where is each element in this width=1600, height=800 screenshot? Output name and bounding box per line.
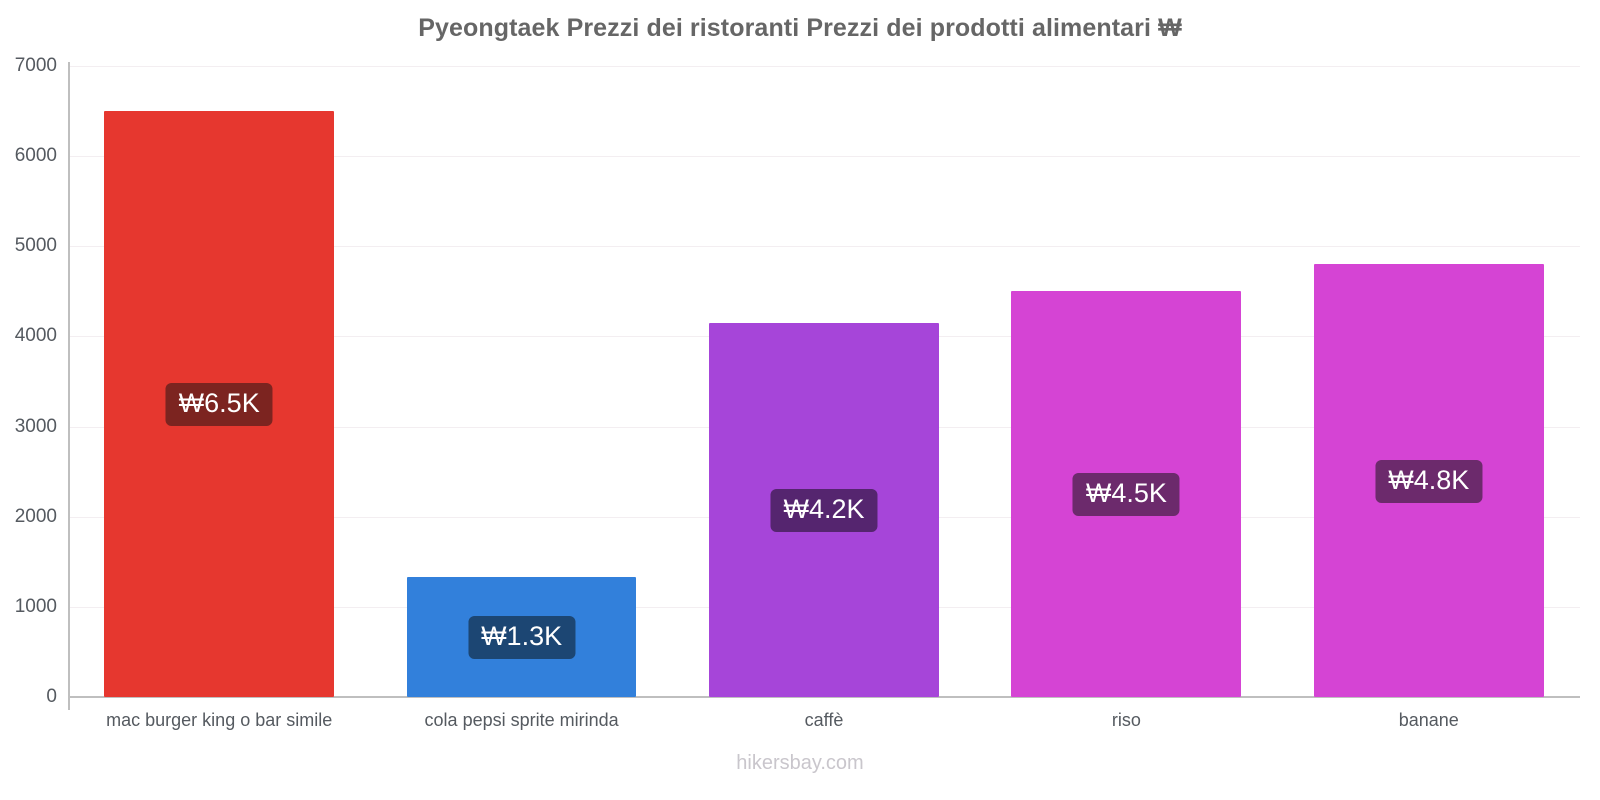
y-axis-tick-label: 2000 [14, 505, 57, 527]
bar[interactable]: ₩1.3K [406, 577, 637, 697]
bar-value-label: ₩4.5K [1072, 473, 1180, 517]
y-axis-tick-label: 6000 [14, 145, 57, 167]
bar-value-label: ₩4.8K [1375, 459, 1483, 503]
bar-value-label: ₩1.3K [468, 616, 576, 660]
bar[interactable]: ₩6.5K [104, 111, 335, 697]
bar-group[interactable]: ₩4.8K [1278, 66, 1580, 697]
x-axis-tick-label: caffè [804, 710, 844, 730]
y-axis-tick-label: 1000 [14, 595, 57, 617]
bar-group[interactable]: ₩6.5K [68, 66, 370, 697]
y-axis-tick-label: 7000 [14, 55, 57, 76]
bar[interactable]: ₩4.8K [1313, 264, 1544, 697]
footer-watermark: hikersbay.com [736, 752, 864, 774]
x-axis-tick-label: cola pepsi sprite mirinda [424, 710, 619, 730]
bar-group[interactable]: ₩4.5K [975, 66, 1277, 697]
x-axis-tick-label: riso [1111, 710, 1141, 730]
bar-value-label: ₩6.5K [165, 383, 273, 427]
y-axis-line [68, 62, 70, 701]
x-axis-tick-labels: mac burger king o bar simile cola pepsi s… [68, 710, 1580, 744]
bar[interactable]: ₩4.5K [1011, 291, 1242, 697]
bar[interactable]: ₩4.2K [709, 322, 939, 697]
bar-group[interactable]: ₩4.2K [673, 66, 975, 697]
gridline [68, 246, 1580, 248]
page-title: Pyeongtaek Prezzi dei ristoranti Prezzi … [418, 14, 1182, 42]
y-axis-tick-label: 3000 [14, 415, 57, 437]
x-axis-line [68, 696, 1580, 698]
x-axis-tick-label: mac burger king o bar simile [106, 710, 333, 730]
bar-group[interactable]: ₩1.3K [370, 66, 672, 697]
y-axis-tick-label: 5000 [14, 235, 57, 257]
y-axis-tick-label: 4000 [14, 325, 57, 347]
x-axis-origin-tick [68, 698, 70, 710]
gridline [68, 66, 1580, 67]
x-axis-tick-label: banane [1398, 710, 1459, 730]
y-axis-tick-label: 0 [46, 686, 57, 707]
bar-value-label: ₩4.2K [770, 488, 878, 532]
bar-series: ₩6.5K ₩1.3K ₩4.2K ₩4.5K ₩4.8K [68, 66, 1580, 697]
gridline [68, 156, 1580, 158]
